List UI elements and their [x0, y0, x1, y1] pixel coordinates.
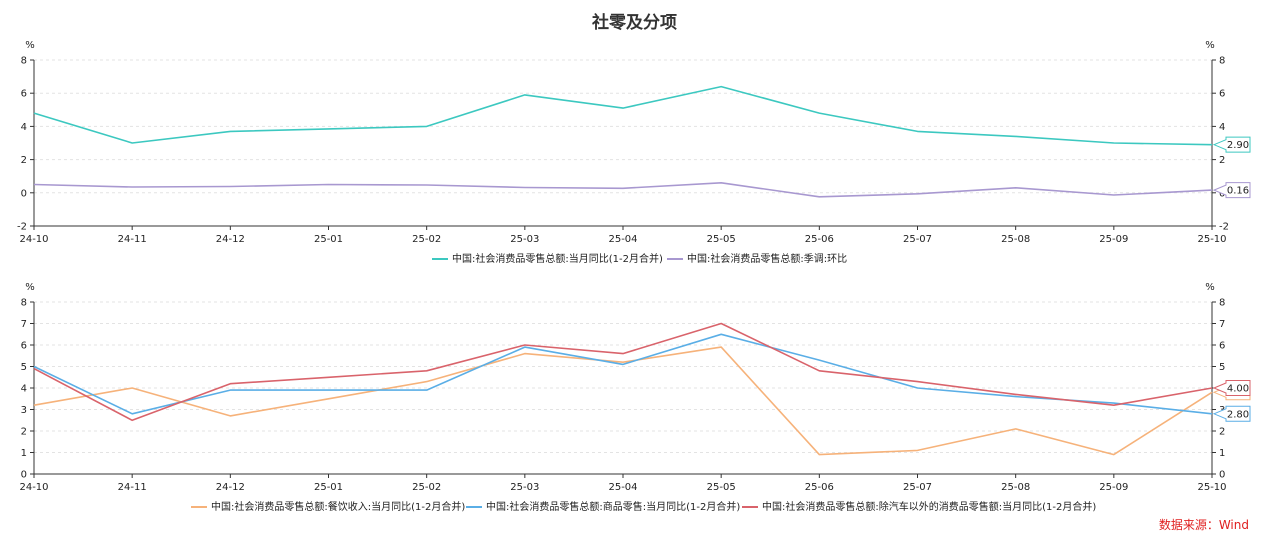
unit-label-left: %: [25, 282, 35, 293]
x-tick-label: 24-10: [19, 234, 48, 245]
y-tick-label-left: 8: [21, 56, 27, 67]
y-tick-label-left: 5: [21, 362, 27, 373]
callout-box: [1212, 405, 1251, 422]
end-value-callout: 0.16: [1212, 182, 1251, 199]
x-tick-label: 24-11: [118, 482, 147, 493]
callout-box: [1212, 380, 1251, 396]
end-value-label: 2.80: [1227, 409, 1249, 420]
x-tick-label: 25-01: [314, 482, 343, 493]
y-tick-label-left: 1: [21, 448, 27, 459]
y-tick-label-right: 2: [1219, 427, 1225, 438]
end-value-callout: 2.80: [1212, 405, 1251, 422]
y-tick-label-right: 5: [1219, 362, 1225, 373]
end-value-label: 4.00: [1227, 384, 1249, 395]
unit-label-right: %: [1205, 282, 1215, 293]
y-tick-label-right: 1: [1219, 448, 1225, 459]
x-tick-label: 25-09: [1099, 234, 1128, 245]
x-tick-label: 25-02: [412, 234, 441, 245]
x-tick-label: 24-10: [19, 482, 48, 493]
y-tick-label-left: 2: [21, 427, 27, 438]
end-value-label: 2.90: [1227, 140, 1249, 151]
x-tick-label: 25-03: [510, 234, 539, 245]
series-line-0-0: [33, 85, 1213, 146]
y-tick-label-left: 4: [21, 384, 27, 395]
y-tick-label-right: 0: [1219, 470, 1225, 481]
x-tick-label: 25-10: [1197, 482, 1226, 493]
legend-label: 中国:社会消费品零售总额:除汽车以外的消费品零售额:当月同比(1-2月合并): [762, 500, 1096, 513]
legend-label: 中国:社会消费品零售总额:季调:环比: [687, 252, 847, 265]
y-tick-label-left: 6: [21, 89, 27, 100]
legend-label: 中国:社会消费品零售总额:餐饮收入:当月同比(1-2月合并): [211, 500, 465, 513]
x-tick-label: 25-07: [903, 234, 932, 245]
unit-label-right: %: [1205, 40, 1215, 51]
y-tick-label-right: -2: [1219, 222, 1229, 233]
x-tick-label: 24-11: [118, 234, 147, 245]
x-tick-label: 25-04: [608, 482, 637, 493]
x-tick-label: 25-09: [1099, 482, 1128, 493]
data-source-label: 数据来源：Wind: [1158, 518, 1249, 532]
y-tick-label-right: 8: [1219, 56, 1225, 67]
y-tick-label-left: -2: [17, 222, 27, 233]
callout-box: [1212, 136, 1251, 153]
y-tick-label-left: 4: [21, 122, 27, 133]
x-tick-label: 25-08: [1001, 234, 1030, 245]
y-tick-label-right: 8: [1219, 298, 1225, 309]
y-tick-label-left: 0: [21, 188, 27, 199]
x-tick-label: 25-05: [707, 234, 736, 245]
y-tick-label-left: 7: [21, 319, 27, 330]
series-line-1-2: [33, 322, 1213, 422]
legend-label: 中国:社会消费品零售总额:当月同比(1-2月合并): [452, 252, 663, 265]
x-tick-label: 25-01: [314, 234, 343, 245]
x-tick-label: 25-06: [805, 234, 834, 245]
x-tick-label: 25-02: [412, 482, 441, 493]
x-tick-label: 25-07: [903, 482, 932, 493]
end-value-callout: 2.90: [1212, 136, 1251, 153]
y-tick-label-right: 4: [1219, 122, 1225, 133]
end-value-label: 0.16: [1227, 186, 1249, 197]
y-tick-label-left: 3: [21, 405, 27, 416]
x-tick-label: 25-05: [707, 482, 736, 493]
series-line-0-1: [33, 182, 1213, 198]
callout-box: [1212, 182, 1251, 199]
y-tick-label-right: 7: [1219, 319, 1225, 330]
x-tick-label: 25-03: [510, 482, 539, 493]
y-tick-label-left: 0: [21, 470, 27, 481]
series-line-1-1: [33, 333, 1213, 415]
legend-label: 中国:社会消费品零售总额:商品零售:当月同比(1-2月合并): [486, 500, 740, 513]
y-tick-label-right: 6: [1219, 341, 1225, 352]
unit-label-left: %: [25, 40, 35, 51]
y-tick-label-left: 8: [21, 298, 27, 309]
series-line-1-0: [33, 346, 1213, 456]
x-tick-label: 25-04: [608, 234, 637, 245]
y-tick-label-left: 2: [21, 155, 27, 166]
y-tick-label-right: 2: [1219, 155, 1225, 166]
x-tick-label: 24-12: [216, 234, 245, 245]
y-tick-label-left: 6: [21, 341, 27, 352]
y-tick-label-right: 6: [1219, 89, 1225, 100]
x-tick-label: 24-12: [216, 482, 245, 493]
chart-title: 社零及分项: [592, 13, 677, 33]
x-tick-label: 25-10: [1197, 234, 1226, 245]
x-tick-label: 25-06: [805, 482, 834, 493]
x-tick-label: 25-08: [1001, 482, 1030, 493]
end-value-callout: 4.00: [1212, 380, 1251, 396]
